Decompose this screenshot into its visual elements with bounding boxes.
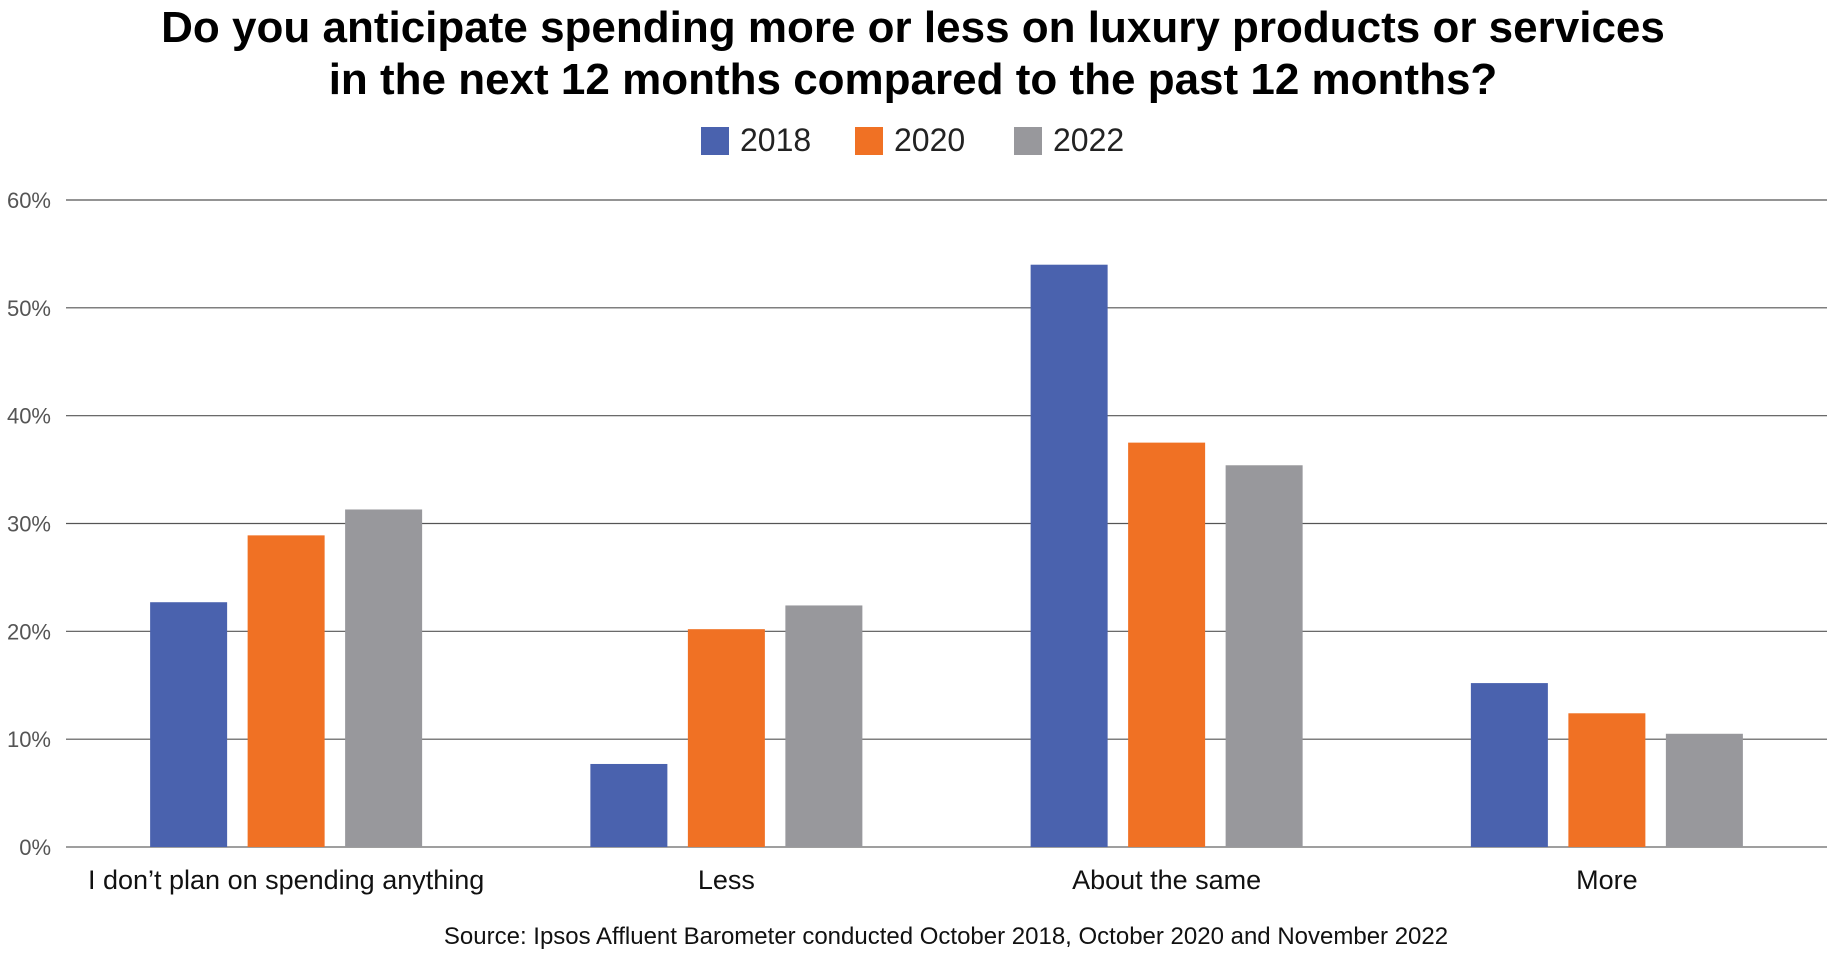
x-tick-label: Less bbox=[698, 865, 755, 895]
gridlines bbox=[66, 199, 1827, 848]
bar-2020-i-don-t-plan-on-spending-anything bbox=[247, 535, 325, 847]
bars bbox=[150, 264, 1743, 847]
y-tick-label: 60% bbox=[7, 188, 51, 213]
legend-label: 2018 bbox=[740, 122, 811, 158]
legend-label: 2020 bbox=[894, 122, 965, 158]
y-tick-label: 0% bbox=[19, 835, 51, 860]
bar-2020-more bbox=[1568, 713, 1646, 847]
y-axis: 0% 10% 20% 30% 40% 50% 60% bbox=[7, 188, 51, 860]
chart-title-line-2: in the next 12 months compared to the pa… bbox=[329, 55, 1498, 104]
legend-swatch bbox=[855, 127, 883, 155]
x-tick-label: About the same bbox=[1072, 865, 1261, 895]
y-tick-label: 30% bbox=[7, 512, 51, 537]
y-tick-label: 50% bbox=[7, 296, 51, 321]
bar-2018-about-the-same bbox=[1030, 264, 1108, 847]
y-tick-label: 20% bbox=[7, 619, 51, 644]
bar-2018-i-don-t-plan-on-spending-anything bbox=[150, 602, 228, 847]
x-tick-label: More bbox=[1576, 865, 1638, 895]
bar-2020-about-the-same bbox=[1128, 442, 1206, 847]
legend-item-2020: 2020 bbox=[855, 122, 965, 158]
x-tick-label: I don’t plan on spending anything bbox=[88, 865, 484, 895]
bar-2020-less bbox=[687, 629, 765, 847]
y-tick-label: 40% bbox=[7, 404, 51, 429]
bar-2018-less bbox=[590, 763, 668, 847]
y-tick-label: 10% bbox=[7, 727, 51, 752]
legend-swatch bbox=[701, 127, 729, 155]
x-axis: I don’t plan on spending anything Less Abo… bbox=[88, 865, 1638, 895]
legend-item-2018: 2018 bbox=[701, 122, 811, 158]
legend: 2018 2020 2022 bbox=[701, 122, 1124, 158]
bar-2022-less bbox=[785, 605, 863, 847]
source-note: Source: Ipsos Affluent Barometer conduct… bbox=[444, 923, 1448, 950]
bar-2022-more bbox=[1665, 733, 1743, 847]
legend-swatch bbox=[1014, 127, 1042, 155]
legend-label: 2022 bbox=[1053, 122, 1124, 158]
chart-title-line-1: Do you anticipate spending more or less … bbox=[161, 3, 1665, 52]
bar-2022-about-the-same bbox=[1225, 465, 1303, 847]
legend-item-2022: 2022 bbox=[1014, 122, 1124, 158]
bar-2018-more bbox=[1470, 683, 1548, 847]
bar-2022-i-don-t-plan-on-spending-anything bbox=[345, 509, 423, 847]
